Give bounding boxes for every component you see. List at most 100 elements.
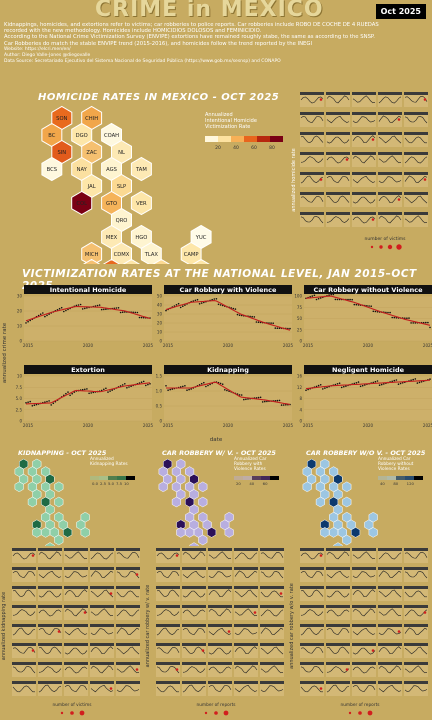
kidnap-state-panel [12,624,36,639]
panel-bg [12,665,36,677]
chart-point [391,316,394,319]
chart-point [52,402,55,405]
state-label-zac: ZAC [86,150,97,156]
carwo-state-panel [326,548,350,563]
panel-bg [260,665,284,677]
chart-point [255,397,258,399]
panel-bg [404,95,428,107]
panel-trend [378,552,402,560]
legend-swatch [218,136,231,142]
panel-bg [90,627,114,639]
panel-strip [300,548,324,551]
panel-bg [404,135,428,147]
panel-strip [156,662,180,665]
chart-point [27,320,29,323]
panel-trend [352,571,376,578]
website-link[interactable]: Website: https://elcri.men/en/ [4,46,71,52]
carv-state-panel [156,586,180,601]
panel-strip [12,548,36,551]
chart-point [353,382,356,385]
chart-point [105,387,107,390]
chart-point [309,296,312,298]
panel-strip [404,586,428,589]
panel-trend [352,666,376,674]
homicide-state-panel [378,192,402,207]
chart-ytick: 25 [297,327,303,332]
panel-bg [116,570,140,582]
carwo-state-panel [326,567,350,582]
chart-point [359,385,362,388]
panel-bg [64,627,88,639]
legend-swatch [205,136,218,142]
panel-bg [64,646,88,658]
chart-point [42,312,44,314]
kidnap-state-panel [116,643,140,658]
kidnap-state-panel [116,567,140,582]
panel-bg [182,627,206,639]
chart-point [192,300,195,302]
chart-point [393,316,396,319]
panel-bg [326,175,350,187]
panel-trend [116,627,140,635]
chart-ytick: 75 [297,305,303,310]
legend-swatch [257,136,270,142]
panel-trend [116,609,140,617]
chart-point [347,298,349,301]
carv-state-panel [182,548,206,563]
panel-trend [300,552,324,560]
homicide-state-panel [378,132,402,147]
panel-trend [156,589,180,598]
panel-bg [352,95,376,107]
panel-bg [234,627,258,639]
small-map-legend-swatch [126,476,135,480]
chart-point [29,400,32,403]
kidnap-state-panel [90,605,114,620]
homicide-state-panel [352,152,376,167]
panel-bg [12,646,36,658]
chart-point [65,309,67,312]
panel-bg [38,570,62,582]
panel-bg [116,665,140,677]
panel-trend [300,135,324,144]
panel-strip [352,662,376,665]
chart-point [378,384,381,386]
chart-point [182,305,184,307]
panel-trend [116,665,140,674]
panel-strip [404,681,428,684]
carv-state-panel [208,681,232,696]
panel-strip [326,92,350,95]
panel-strip [352,681,376,684]
small-map-title: CAR ROBBERY W/O V. - OCT 2025 [306,449,426,457]
homicide-state-panel [326,212,350,227]
carwo-state-panel [378,662,402,677]
carwo-state-panel [378,567,402,582]
data-source: Data Source: Secretariado Ejecutivo del … [4,59,281,65]
kidnap-state-panel [12,643,36,658]
kidnap-state-panel [90,548,114,563]
panel-strip [352,605,376,608]
panel-strip [64,662,88,665]
chart-point [425,321,427,324]
chart-point [420,381,423,383]
carwo-state-panel [378,681,402,696]
panel-strip [208,548,232,551]
panel-trend [90,570,114,578]
kidnap-state-panel [64,662,88,677]
panel-bg [326,570,350,582]
panel-trend [64,608,88,617]
chart-ytick: 30 [17,294,23,299]
carv-state-panel [182,586,206,601]
panel-bg [182,589,206,601]
chart-point [374,310,377,313]
panel-trend [182,684,206,693]
panel-highlight-dot [227,630,231,633]
header-banner [0,0,432,20]
chart-point [221,383,224,385]
kidnap-state-panel [12,662,36,677]
chart-point [322,388,324,390]
panel-strip [404,212,428,215]
panel-bg [90,570,114,582]
chart-point [257,321,260,323]
state-label-chih: CHIH [85,116,98,122]
panel-strip [90,643,114,646]
